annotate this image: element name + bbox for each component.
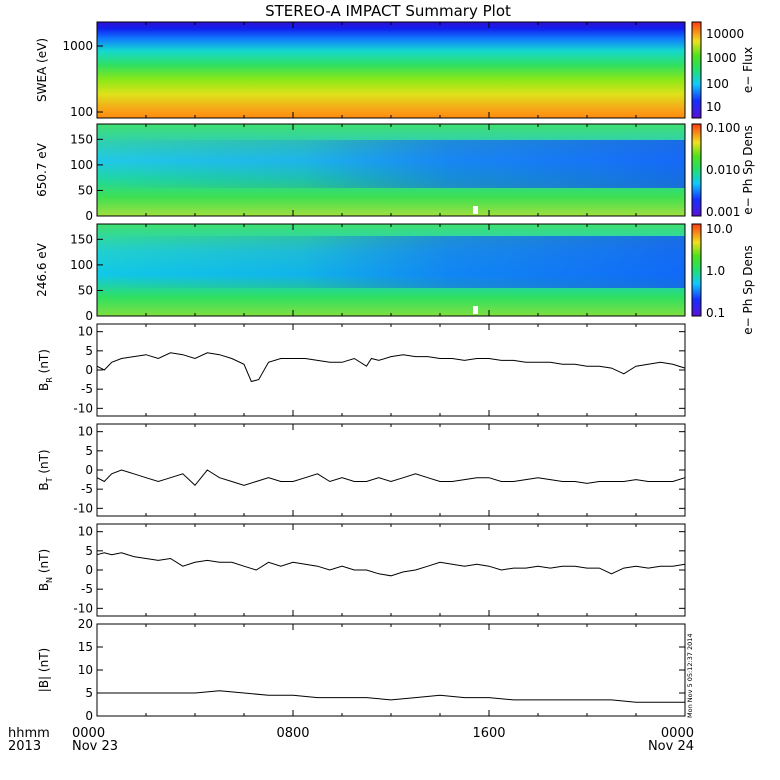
y-tick-label: 50 — [78, 283, 93, 297]
y-tick-label: 100 — [70, 158, 93, 172]
y-tick-label: 5 — [85, 344, 93, 358]
colorbar-label-2: e− Ph Sp Dens — [741, 245, 755, 334]
x-tick-label-time: 0000 — [72, 726, 105, 741]
y-tick-label: -10 — [73, 401, 93, 415]
timestamp-label: Mon Nov 5 05:12:37 2014 — [686, 633, 694, 718]
y-tick-label: 20 — [78, 617, 93, 631]
y-tick-label: 0 — [85, 709, 93, 723]
line-ylabel-2: BN (nT) — [37, 549, 54, 591]
series-line-1 — [96, 469, 686, 487]
y-tick-label: 5 — [85, 544, 93, 558]
y-tick-label: 100 — [70, 258, 93, 272]
y-tick-label: 100 — [70, 105, 93, 119]
colorbar-tick-label: 0.001 — [706, 205, 740, 219]
line-ylabel-1: BT (nT) — [37, 449, 54, 490]
colorbar-tick-label: 1000 — [706, 51, 737, 65]
y-tick-label: 0 — [85, 563, 93, 577]
y-tick-label: -10 — [73, 501, 93, 515]
spectrogram-ylabel-0: SWEA (eV) — [35, 38, 49, 102]
y-tick-label: 0 — [85, 463, 93, 477]
colorbar-tick-label: 0.1 — [706, 306, 725, 320]
y-tick-label: 1000 — [62, 39, 93, 53]
colorbar-tick-label: 100 — [706, 77, 729, 91]
colorbar-pad650 — [691, 123, 702, 217]
colorbar-label-1: e− Ph Sp Dens — [741, 125, 755, 214]
line-panel-frame-2 — [96, 523, 686, 617]
colorbar-tick-label: 1.0 — [706, 264, 725, 278]
swea-panel — [96, 21, 686, 119]
x-tick-label-time: 1600 — [472, 726, 505, 741]
x-tick-label-time: 0000 — [661, 726, 694, 741]
colorbar-pad246 — [691, 223, 702, 317]
year-label: 2013 — [8, 739, 41, 754]
y-tick-label: 50 — [78, 183, 93, 197]
y-tick-label: -5 — [81, 382, 93, 396]
y-tick-label: 10 — [78, 663, 93, 677]
line-panel-frame-3 — [96, 623, 686, 717]
y-tick-label: 10 — [78, 425, 93, 439]
colorbar-tick-label: 10 — [706, 100, 721, 114]
series-line-0 — [96, 352, 686, 383]
y-tick-label: 10 — [78, 525, 93, 539]
pad650-panel — [96, 123, 686, 217]
series-line-3 — [97, 690, 685, 703]
spectrogram-ylabel-2: 246.6 eV — [35, 242, 49, 297]
y-tick-label: 150 — [70, 132, 93, 146]
line-panel-frame-1 — [96, 423, 686, 517]
series-line-2 — [96, 552, 686, 577]
pad246-overlay — [97, 236, 685, 288]
y-tick-label: 0 — [85, 209, 93, 223]
y-tick-label: 15 — [78, 640, 93, 654]
y-tick-label: -10 — [73, 601, 93, 615]
spectrogram-ylabel-1: 650.7 eV — [35, 142, 49, 197]
colorbar-tick-label: 0.100 — [706, 121, 740, 135]
y-tick-label: -5 — [81, 482, 93, 496]
colorbar-label-0: e− Flux — [741, 47, 755, 93]
x-tick-label-date: Nov 23 — [72, 739, 118, 754]
colorbar-tick-label: 10.0 — [706, 222, 733, 236]
colorbar-swea — [691, 21, 702, 119]
pad246-gap — [473, 306, 478, 314]
pad650-overlay — [97, 140, 685, 188]
x-tick-label-time: 0800 — [276, 726, 309, 741]
x-tick-label-date: Nov 24 — [648, 739, 694, 754]
colorbar-tick-label: 10000 — [706, 27, 744, 41]
pad650-gap — [473, 206, 478, 214]
colorbar-tick-label: 0.010 — [706, 163, 740, 177]
plot-title: STEREO-A IMPACT Summary Plot — [265, 2, 511, 20]
swea-spectrogram — [97, 22, 685, 118]
line-panel-frame-0 — [96, 323, 686, 417]
y-tick-label: 150 — [70, 232, 93, 246]
line-ylabel-3: |B| (nT) — [37, 648, 51, 692]
y-tick-label: 0 — [85, 309, 93, 323]
y-tick-label: 5 — [85, 444, 93, 458]
y-tick-label: 0 — [85, 363, 93, 377]
time-axis-label: hhmm — [8, 726, 50, 741]
line-ylabel-0: BR (nT) — [37, 349, 54, 391]
pad246-panel — [96, 223, 686, 317]
y-tick-label: 5 — [85, 686, 93, 700]
y-tick-label: 10 — [78, 325, 93, 339]
y-tick-label: -5 — [81, 582, 93, 596]
